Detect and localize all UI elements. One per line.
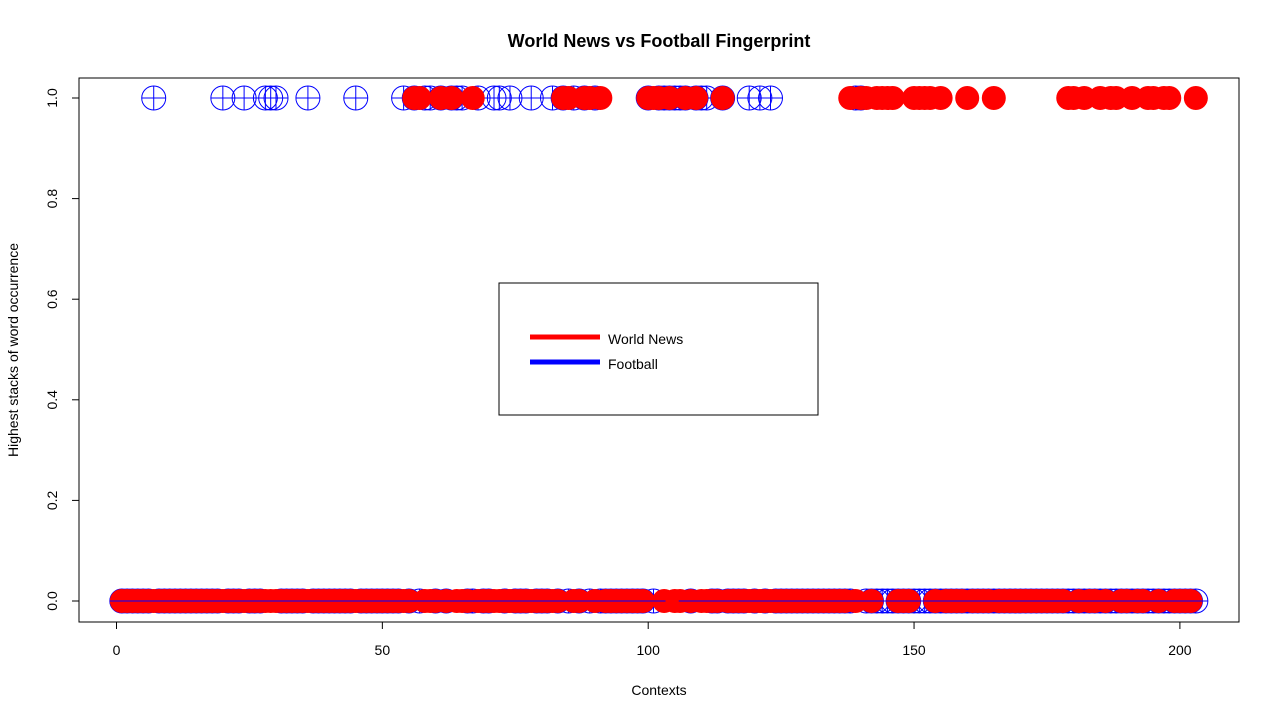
world-news-point (928, 86, 953, 110)
legend-label-world-news: World News (608, 331, 683, 347)
legend-label-football: Football (608, 356, 658, 372)
football-point (263, 85, 289, 111)
world-news-point (439, 86, 464, 110)
x-tick-label: 200 (1168, 642, 1192, 658)
legend: World News Football (498, 282, 819, 416)
football-point (757, 85, 783, 111)
world-news-point (460, 86, 485, 110)
football-point (343, 85, 369, 111)
y-tick-label: 0.4 (44, 390, 60, 410)
football-point (518, 85, 544, 111)
football-point (210, 85, 236, 111)
x-tick-label: 0 (113, 642, 121, 658)
points-layer (109, 85, 1209, 614)
world-news-point (684, 86, 709, 110)
x-axis-title: Contexts (631, 682, 686, 698)
world-news-point (588, 86, 613, 110)
legend-box (498, 282, 819, 416)
football-point (141, 85, 167, 111)
world-news-point (407, 86, 432, 110)
axes-layer: 0 50 100 150 200 0.0 0.2 0.4 0.6 0.8 1.0 (44, 77, 1240, 658)
world-news-point (981, 86, 1006, 110)
y-tick-label: 1.0 (44, 88, 60, 108)
world-news-point (1157, 86, 1182, 110)
world-news-point (1183, 86, 1208, 110)
y-tick-label: 0.0 (44, 591, 60, 611)
x-tick-label: 50 (375, 642, 391, 658)
world-news-point (880, 86, 905, 110)
football-point (231, 85, 257, 111)
x-tick-label: 150 (902, 642, 926, 658)
y-tick-label: 0.2 (44, 490, 60, 510)
world-news-point (955, 86, 980, 110)
y-tick-label: 0.8 (44, 189, 60, 209)
x-tick-label: 100 (637, 642, 661, 658)
y-tick-label: 0.6 (44, 289, 60, 309)
world-news-point (710, 86, 735, 110)
chart-title: World News vs Football Fingerprint (508, 31, 811, 51)
y-axis-title: Highest stacks of word occurrence (5, 243, 21, 457)
football-point (295, 85, 321, 111)
football-point (497, 85, 523, 111)
